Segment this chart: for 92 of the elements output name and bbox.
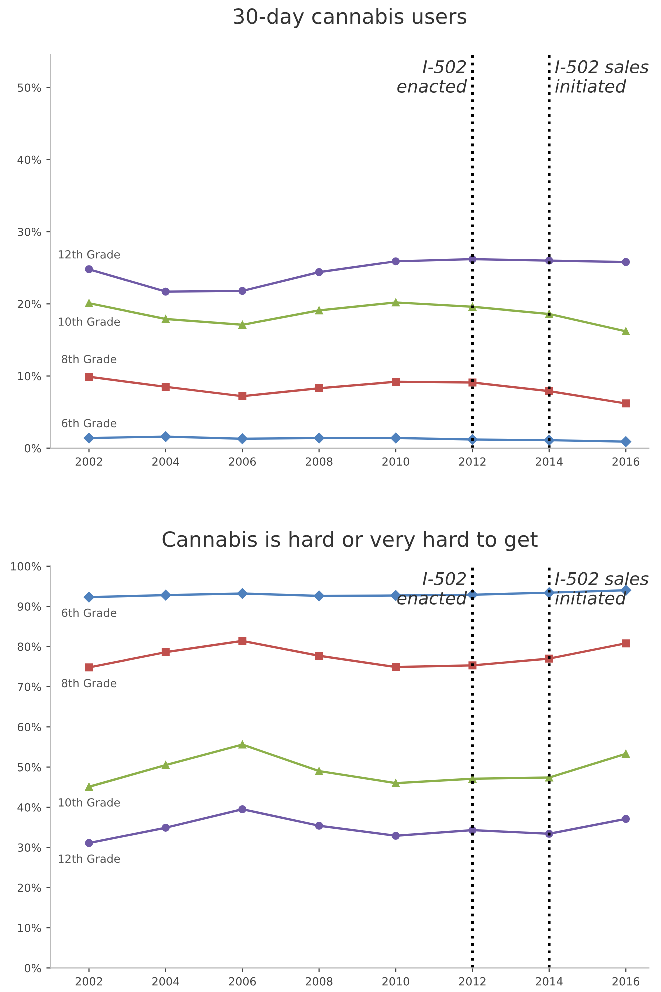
point [315,822,324,830]
y-tick-label: 0% [24,964,42,973]
point [238,392,247,400]
series-label: 12th Grade [58,250,120,259]
x-tick-label: 2010 [382,977,410,986]
point [85,372,94,381]
x-tick-label: 2002 [76,977,102,986]
y-tick-label: 20% [18,884,42,892]
point [238,287,247,296]
point [392,663,400,672]
y-tick-label: 30% [18,844,42,852]
point [237,434,248,444]
ref-line-label: I-502 sales initiated [555,60,649,93]
x-tick-label: 2016 [612,458,640,466]
x-tick-label: 2002 [76,458,102,466]
point [314,432,325,444]
x-tick-label: 2012 [459,458,486,466]
point [162,315,170,324]
point [162,648,170,656]
series-label: 8th Grade [62,354,117,364]
series-label: 6th Grade [62,419,117,428]
point [315,306,324,315]
y-tick-label: 50% [18,84,42,92]
x-tick-label: 2014 [536,458,563,466]
point [315,767,324,776]
series-label: 6th Grade [62,608,117,618]
series-label: 10th Grade [58,317,120,326]
point [392,832,400,840]
x-tick-label: 2014 [536,977,563,986]
series-label: 10th Grade [58,798,120,807]
x-tick-label: 2016 [612,977,640,986]
point [85,783,94,791]
chart-title: 30-day cannabis users [234,8,467,28]
point [162,288,170,296]
x-tick-label: 2012 [459,977,486,986]
y-tick-label: 10% [18,924,42,932]
series-label: 12th Grade [58,854,120,864]
point [162,824,170,832]
chart-title: Cannabis is hard or very hard to get [162,531,538,552]
point [85,664,94,672]
x-tick-label: 2006 [229,458,256,466]
point [85,299,94,308]
point [237,588,248,600]
point [392,298,400,307]
y-tick-label: 20% [18,300,42,309]
x-tick-label: 2004 [152,458,180,466]
point [390,432,402,444]
y-tick-label: 50% [18,763,42,772]
point [622,258,630,266]
point [315,268,324,276]
ref-line-label: I-502 sales initiated [555,572,649,605]
point [314,590,325,602]
point [160,590,172,601]
series-label: 8th Grade [62,678,117,688]
x-tick-label: 2004 [152,977,180,986]
y-tick-label: 10% [18,372,42,381]
point [238,321,247,330]
point [160,431,172,442]
point [622,400,630,408]
point [315,384,324,393]
point [238,637,247,646]
point [622,815,630,824]
point [162,383,170,392]
x-tick-label: 2008 [306,977,333,986]
y-tick-label: 100% [11,562,42,571]
x-tick-label: 2008 [306,458,333,466]
point [84,432,95,444]
point [84,592,95,603]
ref-line-label: I-502 enacted [398,60,468,93]
point [85,266,94,274]
point [622,328,630,336]
y-tick-label: 90% [18,602,42,611]
point [85,839,94,848]
point [162,761,170,770]
y-tick-label: 40% [18,803,42,812]
point [238,806,247,814]
y-tick-label: 30% [18,228,42,236]
point [392,258,400,266]
point [392,378,400,386]
point [622,750,630,758]
point [392,779,400,788]
point [620,436,632,448]
point [238,740,247,749]
y-tick-label: 80% [18,642,42,652]
x-tick-label: 2010 [382,458,410,466]
y-tick-label: 70% [18,682,42,692]
y-tick-label: 60% [18,723,42,732]
y-tick-label: 40% [18,156,42,164]
point [315,652,324,660]
y-tick-label: 0% [24,444,42,453]
x-tick-label: 2006 [229,977,256,986]
point [622,640,630,648]
